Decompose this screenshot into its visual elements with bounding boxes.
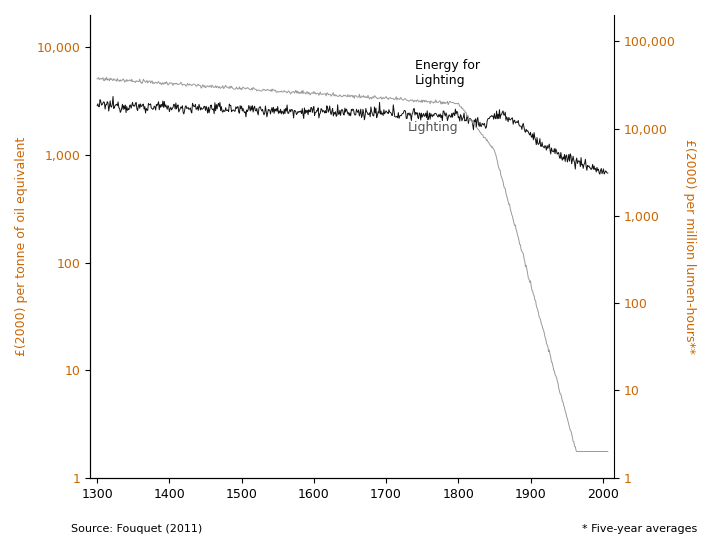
Text: Source: Fouquet (2011): Source: Fouquet (2011) bbox=[71, 524, 203, 534]
Text: Lighting: Lighting bbox=[407, 121, 459, 134]
Text: Energy for
Lighting: Energy for Lighting bbox=[415, 59, 480, 87]
Y-axis label: £(2000) per tonne of oil equivalent: £(2000) per tonne of oil equivalent bbox=[15, 137, 28, 356]
Y-axis label: £(2000) per million lumen-hours**: £(2000) per million lumen-hours** bbox=[683, 139, 696, 354]
Text: * Five-year averages: * Five-year averages bbox=[582, 524, 697, 534]
